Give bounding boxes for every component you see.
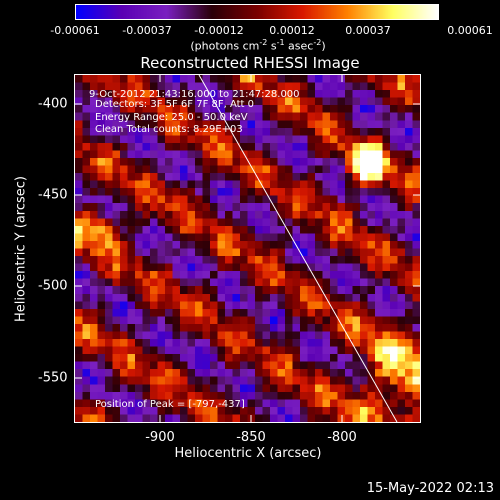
time-range-text: 9-Oct-2012 21:43:16.000 to 21:47:28.000 bbox=[89, 89, 300, 100]
energy-range-text: Energy Range: 25.0 - 50.0 keV bbox=[95, 112, 248, 123]
footer-timestamp: 15-May-2022 02:13 bbox=[366, 481, 494, 496]
y-tick-label: -400 bbox=[38, 96, 68, 112]
y-axis-label: Heliocentric Y (arcsec) bbox=[13, 176, 29, 322]
y-tick-label: -500 bbox=[38, 278, 68, 294]
units-part: asec bbox=[284, 39, 314, 53]
x-tick-label: -800 bbox=[327, 430, 357, 445]
colorbar-tick: -0.00061 bbox=[50, 24, 100, 37]
counts-text: Clean Total counts: 8.29E+03 bbox=[95, 124, 243, 135]
heatmap-image bbox=[75, 75, 420, 422]
units-part: (photons cm bbox=[190, 39, 260, 53]
colorbar-tick: -0.00012 bbox=[194, 24, 244, 37]
colorbar-units: (photons cm-2 s-1 asec-2) bbox=[190, 38, 325, 53]
y-tick-label: -450 bbox=[38, 187, 68, 203]
colorbar-tick: 0.00037 bbox=[345, 24, 391, 37]
peak-position-text: Position of Peak = [-797,-437] bbox=[95, 399, 245, 410]
image-plot: 9-Oct-2012 21:43:16.000 to 21:47:28.000 … bbox=[74, 74, 421, 423]
colorbar-tick: 0.00061 bbox=[447, 24, 493, 37]
units-part: ) bbox=[321, 39, 326, 53]
limb-line bbox=[198, 75, 398, 422]
colorbar-tick: -0.00037 bbox=[122, 24, 172, 37]
colorbar bbox=[75, 4, 439, 20]
plot-title: Reconstructed RHESSI Image bbox=[140, 54, 360, 72]
x-tick-label: -900 bbox=[145, 430, 175, 445]
units-part: s bbox=[267, 39, 277, 53]
detectors-text: Detectors: 3F 5F 6F 7F 8F, Att 0 bbox=[95, 99, 255, 110]
units-part: -2 bbox=[259, 38, 268, 47]
units-part: -1 bbox=[276, 38, 285, 47]
units-part: -2 bbox=[313, 38, 322, 47]
y-tick-label: -550 bbox=[38, 370, 68, 386]
x-axis-label: Heliocentric X (arcsec) bbox=[174, 446, 322, 461]
colorbar-tick: 0.00012 bbox=[269, 24, 315, 37]
x-tick-label: -850 bbox=[236, 430, 266, 445]
